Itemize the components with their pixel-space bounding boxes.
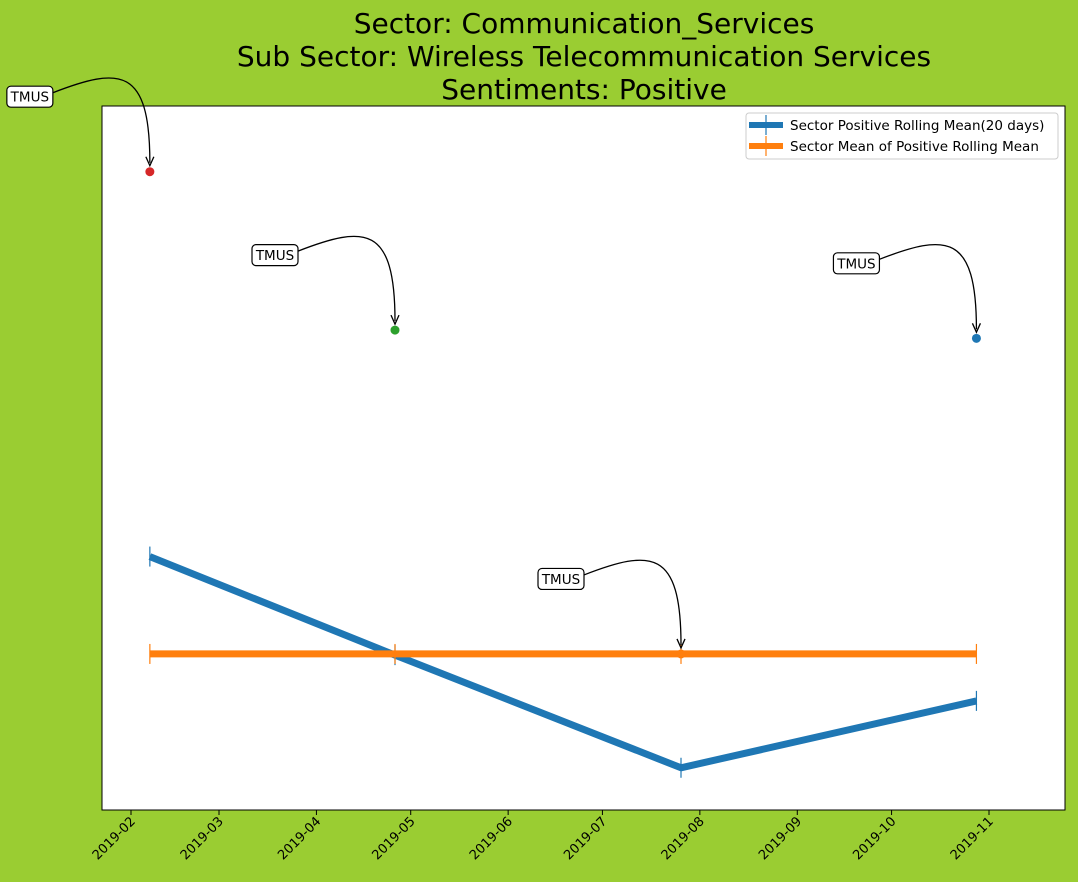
legend-label-mean: Sector Mean of Positive Rolling Mean xyxy=(790,139,1039,155)
x-tick-label-5: 2019-07 xyxy=(561,814,610,863)
annotation-arrow-0 xyxy=(52,77,151,163)
annotation-box-2 xyxy=(537,567,585,591)
x-tick-label-4: 2019-06 xyxy=(467,814,516,863)
x-tick-label-9: 2019-11 xyxy=(948,814,997,863)
x-tick-label-8: 2019-10 xyxy=(850,814,899,863)
annotation-label-3: TMUS xyxy=(836,256,875,272)
annotation-arrowhead-2 xyxy=(676,638,686,650)
chart-title-line-3: Sentiments: Positive xyxy=(441,73,727,106)
x-tick-label-3: 2019-05 xyxy=(370,814,419,863)
series-line-0 xyxy=(148,553,978,772)
legend-label-rolling: Sector Positive Rolling Mean(20 days) xyxy=(790,118,1044,134)
annotation-label-2: TMUS xyxy=(541,572,580,588)
x-tick-label-1: 2019-03 xyxy=(178,814,227,863)
annotation-arrowhead-1 xyxy=(390,314,400,326)
scatter-point-3 xyxy=(971,333,981,343)
series-layer xyxy=(145,167,981,778)
annotation-arrowhead-3 xyxy=(971,323,982,334)
legend: Sector Positive Rolling Mean(20 days) Se… xyxy=(745,112,1059,160)
legend-box xyxy=(745,112,1059,160)
x-tick-label-6: 2019-08 xyxy=(659,814,708,863)
chart-title-line-2: Sub Sector: Wireless Telecommunication S… xyxy=(237,40,931,73)
annotation-arrowhead-0 xyxy=(145,156,155,168)
scatter-point-0 xyxy=(145,167,155,177)
x-tick-label-0: 2019-02 xyxy=(90,814,139,863)
annotation-layer: TMUS TMUS TMUS TMUS xyxy=(6,77,982,650)
annotation-label-0: TMUS xyxy=(10,90,49,106)
plot-area xyxy=(101,105,1066,811)
scatter-point-2 xyxy=(676,649,686,659)
annotation-arrow-2 xyxy=(583,559,682,645)
annotation-arrow-3 xyxy=(879,243,978,330)
x-tick-label-7: 2019-09 xyxy=(756,814,805,863)
annotation-box-1 xyxy=(251,244,299,267)
annotation-box-3 xyxy=(832,252,881,275)
x-axis: 2019-02 2019-03 2019-04 2019-05 2019-06 2019-… xyxy=(90,810,997,863)
x-tick-label-2: 2019-04 xyxy=(275,814,324,863)
scatter-point-1 xyxy=(390,325,400,335)
annotation-arrow-1 xyxy=(297,235,396,322)
annotation-box-0 xyxy=(6,85,54,108)
chart-title-line-1: Sector: Communication_Services xyxy=(354,7,815,40)
annotation-label-1: TMUS xyxy=(255,248,294,264)
